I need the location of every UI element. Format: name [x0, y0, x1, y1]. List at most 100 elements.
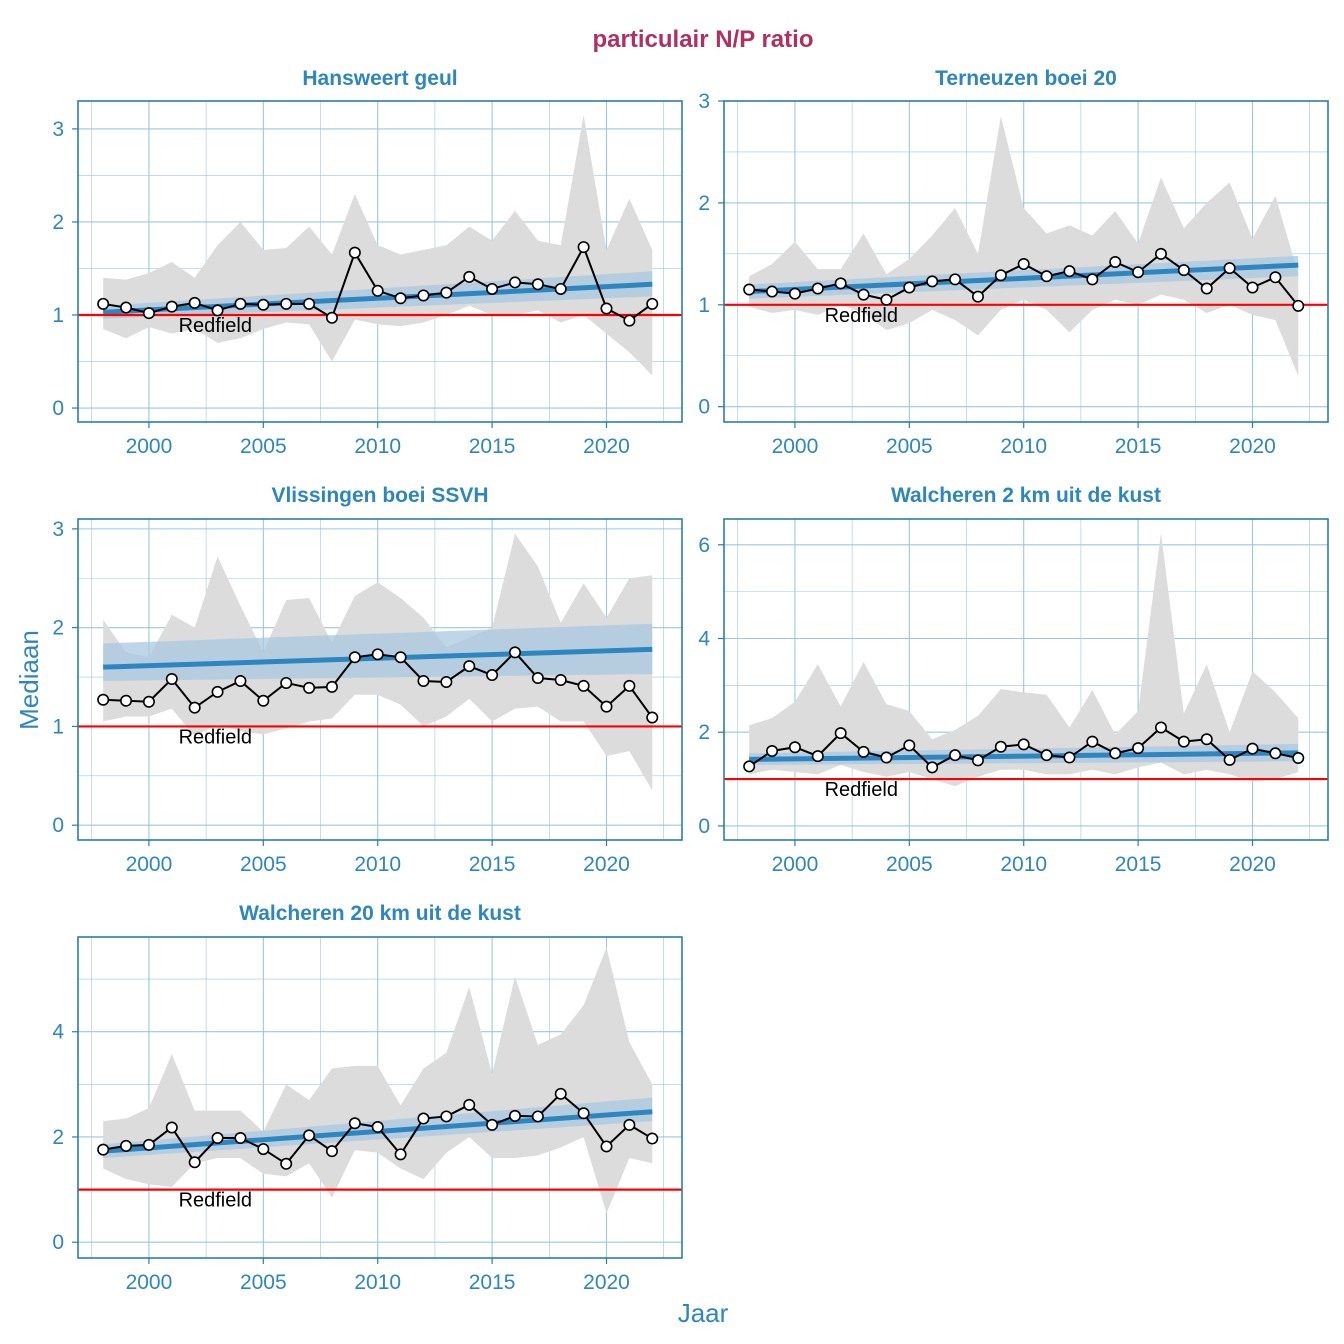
median-point [1109, 256, 1122, 269]
median-point [211, 1132, 224, 1145]
plot-area: Redfield [78, 114, 682, 376]
x-tick-label: 2015 [1115, 853, 1162, 876]
median-point [257, 298, 270, 311]
median-point [623, 1118, 636, 1131]
median-point [348, 246, 361, 259]
median-point [486, 1118, 499, 1131]
panel-border [723, 100, 1329, 423]
median-point [417, 674, 430, 687]
median-point [325, 680, 338, 693]
median-point [646, 297, 659, 310]
median-point [348, 1117, 361, 1130]
plot-area: Redfield [78, 947, 682, 1214]
panel-hansweert-geul: Hansweert geul Redfield 2000 2005 2010 2015 2… [52, 67, 683, 458]
x-tick-label: 2005 [240, 435, 287, 458]
median-point [880, 751, 893, 764]
median-point [1086, 735, 1099, 748]
median-point [1246, 281, 1259, 294]
median-point [994, 269, 1007, 282]
median-point [857, 288, 870, 301]
x-tick-label: 2010 [354, 1271, 401, 1294]
median-point [394, 1148, 407, 1161]
median-point [788, 287, 801, 300]
median-point [120, 694, 133, 707]
x-axis-label: Jaar [678, 1298, 729, 1328]
median-point [1040, 749, 1053, 762]
median-point [142, 695, 155, 708]
y-tick-label: 0 [698, 815, 710, 838]
x-tick-label: 2005 [240, 853, 287, 876]
y-tick-label: 6 [698, 534, 710, 557]
panel-title: Vlissingen boei SSVH [271, 484, 488, 507]
median-point [743, 283, 756, 296]
median-point [508, 1109, 521, 1122]
median-point [577, 679, 590, 692]
x-tick-label: 2000 [126, 435, 173, 458]
median-point [303, 1129, 316, 1142]
median-point [788, 741, 801, 754]
median-point [394, 292, 407, 305]
median-point [440, 1110, 453, 1123]
median-point [463, 1098, 476, 1111]
median-point [1200, 282, 1213, 295]
x-tick-label: 2020 [1229, 435, 1276, 458]
plot-area: Redfield [78, 533, 682, 791]
panel-border [723, 518, 1329, 841]
median-point [280, 297, 293, 310]
median-point [766, 285, 779, 298]
y-tick-label: 3 [52, 518, 64, 541]
median-point [1154, 721, 1167, 734]
median-point [646, 1132, 659, 1145]
x-tick-label: 2010 [1000, 853, 1047, 876]
x-tick-label: 2015 [1115, 435, 1162, 458]
x-tick-label: 2000 [126, 1271, 173, 1294]
median-point [646, 711, 659, 724]
median-point [834, 277, 847, 290]
y-tick-label: 4 [698, 627, 710, 650]
y-tick-label: 4 [52, 1021, 64, 1044]
median-point [1040, 270, 1053, 283]
median-point [234, 1132, 247, 1145]
median-point [97, 297, 110, 310]
x-tick-label: 2000 [772, 435, 819, 458]
median-point [97, 1143, 110, 1156]
y-tick-label: 2 [52, 1126, 64, 1149]
median-point [1154, 247, 1167, 260]
y-tick-label: 3 [52, 118, 64, 141]
median-point [463, 270, 476, 283]
median-point [211, 304, 224, 317]
median-point [1246, 742, 1259, 755]
median-point [531, 1110, 544, 1123]
median-point [811, 282, 824, 295]
median-point [577, 1107, 590, 1120]
x-tick-label: 2010 [1000, 435, 1047, 458]
median-point [1223, 753, 1236, 766]
median-point [1017, 738, 1030, 751]
median-point [120, 301, 133, 314]
y-tick-label: 0 [52, 1231, 64, 1254]
median-point [903, 281, 916, 294]
median-point [325, 311, 338, 324]
median-point [1063, 265, 1076, 278]
median-point [834, 727, 847, 740]
median-point [1177, 735, 1190, 748]
panel-border [77, 936, 683, 1259]
median-point [811, 750, 824, 763]
redfield-label: Redfield [179, 726, 252, 748]
x-tick-label: 2000 [772, 853, 819, 876]
median-point [600, 302, 613, 315]
x-tick-label: 2015 [469, 853, 516, 876]
median-point [280, 676, 293, 689]
redfield-label: Redfield [179, 315, 252, 337]
median-point [994, 740, 1007, 753]
median-point [903, 739, 916, 752]
median-point [417, 1112, 430, 1125]
median-point [743, 760, 756, 773]
median-point [257, 694, 270, 707]
panel-title: Terneuzen boei 20 [935, 67, 1117, 90]
median-point [971, 290, 984, 303]
median-point [486, 282, 499, 295]
panel-title: Hansweert geul [302, 67, 457, 90]
